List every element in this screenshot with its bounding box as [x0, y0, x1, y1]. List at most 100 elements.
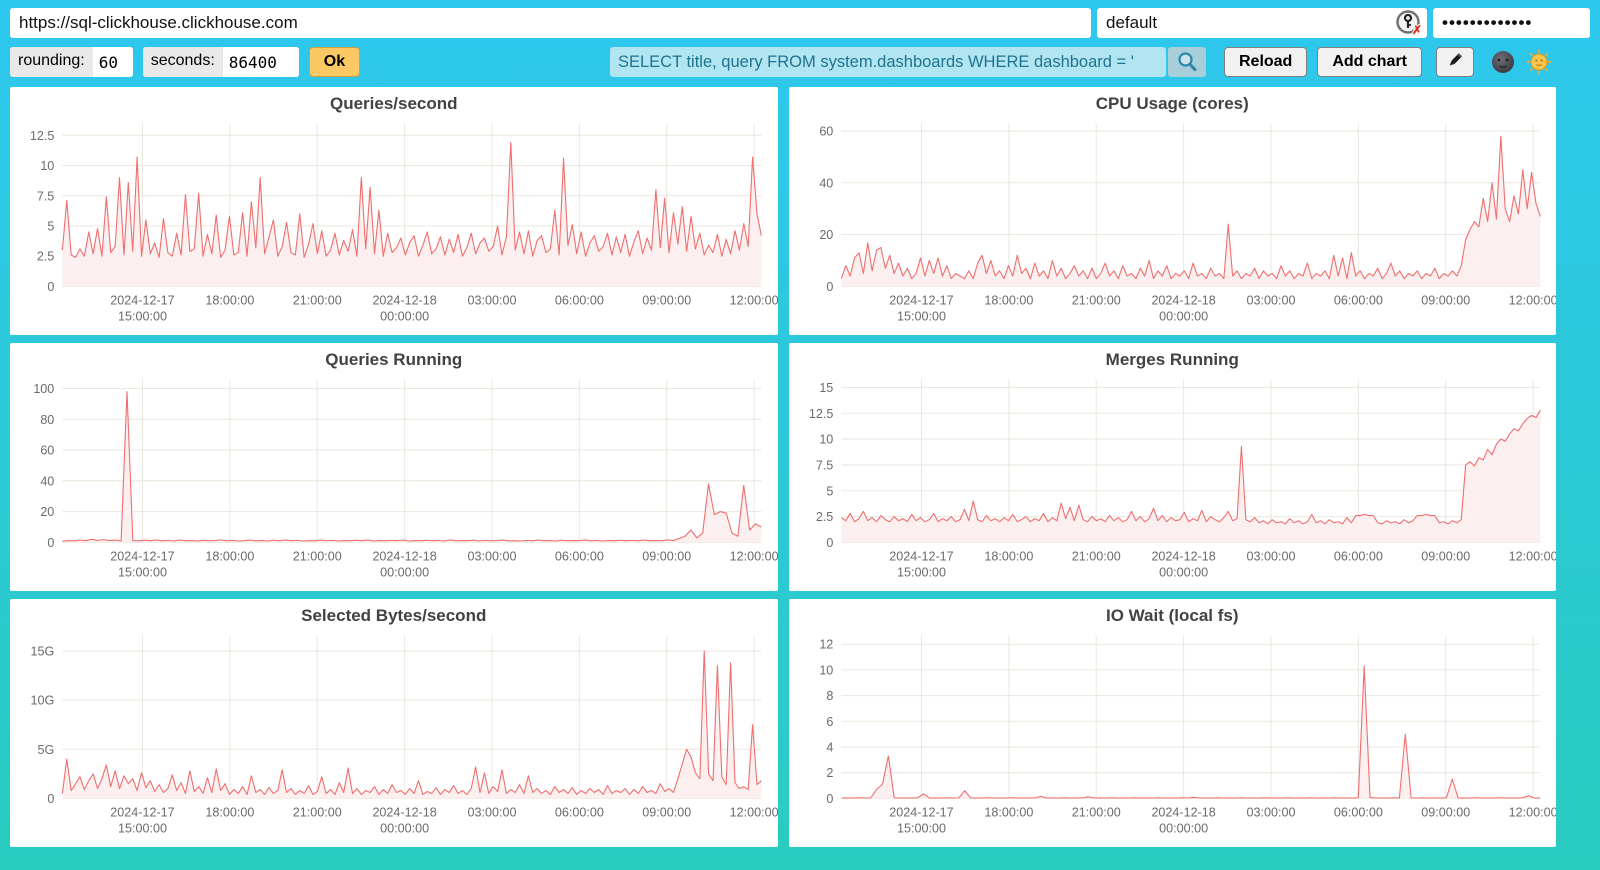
- x-tick-label: 2024-12-18: [1151, 550, 1215, 564]
- chart-title: Queries/second: [329, 94, 458, 113]
- user-field-wrap: ✗: [1097, 8, 1427, 38]
- y-tick-label: 7.5: [37, 189, 55, 203]
- chart-panel-selected-bytes-second: Selected Bytes/second 0 5G 10G 15G 2024-12-17…: [10, 599, 778, 847]
- add-chart-button[interactable]: Add chart: [1317, 47, 1422, 77]
- x-tick-label: 2024-12-17: [889, 294, 953, 308]
- dark-theme-button[interactable]: [1490, 49, 1516, 75]
- x-tick-label: 12:00:00: [1508, 294, 1556, 308]
- y-tick-label: 100: [33, 382, 54, 396]
- auth-key-icon: ✗: [1396, 10, 1423, 37]
- moon-face-icon: [1492, 51, 1514, 73]
- reload-button[interactable]: Reload: [1223, 47, 1308, 77]
- x-tick-label: 03:00:00: [468, 294, 517, 308]
- y-tick-label: 15: [819, 381, 833, 395]
- y-tick-label: 60: [40, 444, 54, 458]
- x-tick-label: 06:00:00: [1333, 806, 1382, 820]
- search-button[interactable]: [1167, 47, 1206, 77]
- y-tick-label: 6: [826, 715, 833, 729]
- y-tick-label: 5: [826, 484, 833, 498]
- chart-title: Selected Bytes/second: [301, 606, 487, 625]
- y-tick-label: 40: [819, 176, 833, 190]
- seconds-input[interactable]: [222, 47, 299, 77]
- y-tick-label: 60: [819, 125, 833, 139]
- ok-button[interactable]: Ok: [308, 47, 361, 77]
- x-tick-label: 2024-12-17: [110, 294, 174, 308]
- x-tick-label: 09:00:00: [642, 806, 691, 820]
- chart-canvas[interactable]: 0 20 40 60 2024-12-17 15:00:00 18:00:00 21:00:0…: [789, 93, 1557, 331]
- chart-panel-merges-running: Merges Running 0 2.5 5 7.5 10 12.5 15 2024-12-17…: [788, 343, 1557, 591]
- y-tick-label: 5G: [38, 743, 55, 757]
- charts-grid: Queries/second 0 2.5 5 7.5 10 12.5 2024-12-17 15…: [0, 77, 1600, 869]
- light-theme-button[interactable]: [1526, 49, 1552, 75]
- y-tick-label: 15G: [31, 644, 55, 658]
- y-tick-label: 80: [40, 413, 54, 427]
- x-tick-label: 2024-12-17: [110, 806, 174, 820]
- x-tick-label: 15:00:00: [118, 310, 167, 324]
- x-tick-label: 03:00:00: [1246, 550, 1295, 564]
- y-tick-label: 12.5: [30, 129, 54, 143]
- chart-canvas[interactable]: 0 2.5 5 7.5 10 12.5 15 2024-12-17 15:00:00 18:00:…: [789, 349, 1557, 587]
- y-tick-label: 0: [47, 792, 54, 806]
- x-tick-label: 21:00:00: [293, 550, 342, 564]
- password-input[interactable]: [1433, 8, 1590, 38]
- x-tick-label: 03:00:00: [1246, 294, 1295, 308]
- series-line: [840, 409, 1541, 525]
- y-tick-label: 0: [826, 792, 833, 806]
- chart-canvas[interactable]: 0 5G 10G 15G 2024-12-17 15:00:00 18:00:00 21:00…: [10, 605, 778, 843]
- connection-bar: ✗: [0, 0, 1600, 38]
- search-query-input[interactable]: [609, 47, 1166, 77]
- y-tick-label: 12.5: [808, 407, 832, 421]
- y-tick-label: 12: [819, 638, 833, 652]
- chart-canvas[interactable]: 0 2.5 5 7.5 10 12.5 2024-12-17 15:00:00 18:00:00…: [10, 93, 778, 331]
- x-tick-label: 00:00:00: [380, 566, 429, 580]
- x-tick-label: 12:00:00: [1508, 806, 1556, 820]
- chart-panel-io-wait-local-fs: IO Wait (local fs) 0 2 4 6 8 10 12 2024-12-17 15:…: [788, 599, 1557, 847]
- x-tick-label: 09:00:00: [1421, 806, 1470, 820]
- chart-panel-queries-second: Queries/second 0 2.5 5 7.5 10 12.5 2024-12-17 15…: [10, 87, 778, 335]
- controls-bar: rounding: seconds: Ok Reload Add chart: [0, 38, 1600, 77]
- chart-canvas[interactable]: 0 20 40 60 80 100 2024-12-17 15:00:00 18:00:00 21…: [10, 349, 778, 587]
- y-tick-label: 10: [40, 159, 54, 173]
- y-tick-label: 0: [826, 280, 833, 294]
- edit-button[interactable]: [1436, 47, 1474, 77]
- x-tick-label: 2024-12-18: [1151, 294, 1215, 308]
- x-tick-label: 03:00:00: [468, 806, 517, 820]
- x-tick-label: 12:00:00: [1508, 550, 1556, 564]
- chart-panel-cpu-usage-cores: CPU Usage (cores) 0 20 40 60 2024-12-17 15:00:…: [788, 87, 1557, 335]
- magnifier-icon: [1178, 52, 1197, 72]
- user-input[interactable]: [1097, 8, 1427, 38]
- series-line: [62, 390, 762, 542]
- x-tick-label: 18:00:00: [984, 550, 1033, 564]
- svg-text:✗: ✗: [1412, 23, 1422, 37]
- y-tick-label: 8: [826, 689, 833, 703]
- url-input[interactable]: [10, 8, 1091, 38]
- y-tick-label: 0: [47, 280, 54, 294]
- x-tick-label: 15:00:00: [118, 822, 167, 836]
- series-area: [840, 410, 1540, 543]
- x-tick-label: 2024-12-18: [372, 806, 436, 820]
- x-tick-label: 09:00:00: [642, 550, 691, 564]
- chart-canvas[interactable]: 0 2 4 6 8 10 12 2024-12-17 15:00:00 18:00:00 21:00…: [789, 605, 1557, 843]
- x-tick-label: 09:00:00: [1421, 294, 1470, 308]
- x-tick-label: 06:00:00: [1333, 294, 1382, 308]
- y-tick-label: 2: [826, 766, 833, 780]
- sun-face-icon: [1526, 49, 1552, 75]
- y-tick-label: 10: [819, 433, 833, 447]
- x-tick-label: 06:00:00: [555, 806, 604, 820]
- x-tick-label: 06:00:00: [1333, 550, 1382, 564]
- x-tick-label: 06:00:00: [555, 294, 604, 308]
- x-tick-label: 12:00:00: [730, 550, 778, 564]
- chart-title: Queries Running: [325, 350, 463, 369]
- x-tick-label: 03:00:00: [468, 550, 517, 564]
- x-tick-label: 00:00:00: [1159, 822, 1208, 836]
- x-tick-label: 00:00:00: [380, 310, 429, 324]
- y-tick-label: 20: [819, 228, 833, 242]
- x-tick-label: 2024-12-18: [372, 550, 436, 564]
- chart-title: IO Wait (local fs): [1105, 606, 1239, 625]
- series-area: [62, 650, 762, 799]
- rounding-input[interactable]: [92, 47, 133, 77]
- chart-panel-queries-running: Queries Running 0 20 40 60 80 100 2024-12-17 15:…: [10, 343, 778, 591]
- x-tick-label: 15:00:00: [118, 566, 167, 580]
- x-tick-label: 18:00:00: [205, 806, 254, 820]
